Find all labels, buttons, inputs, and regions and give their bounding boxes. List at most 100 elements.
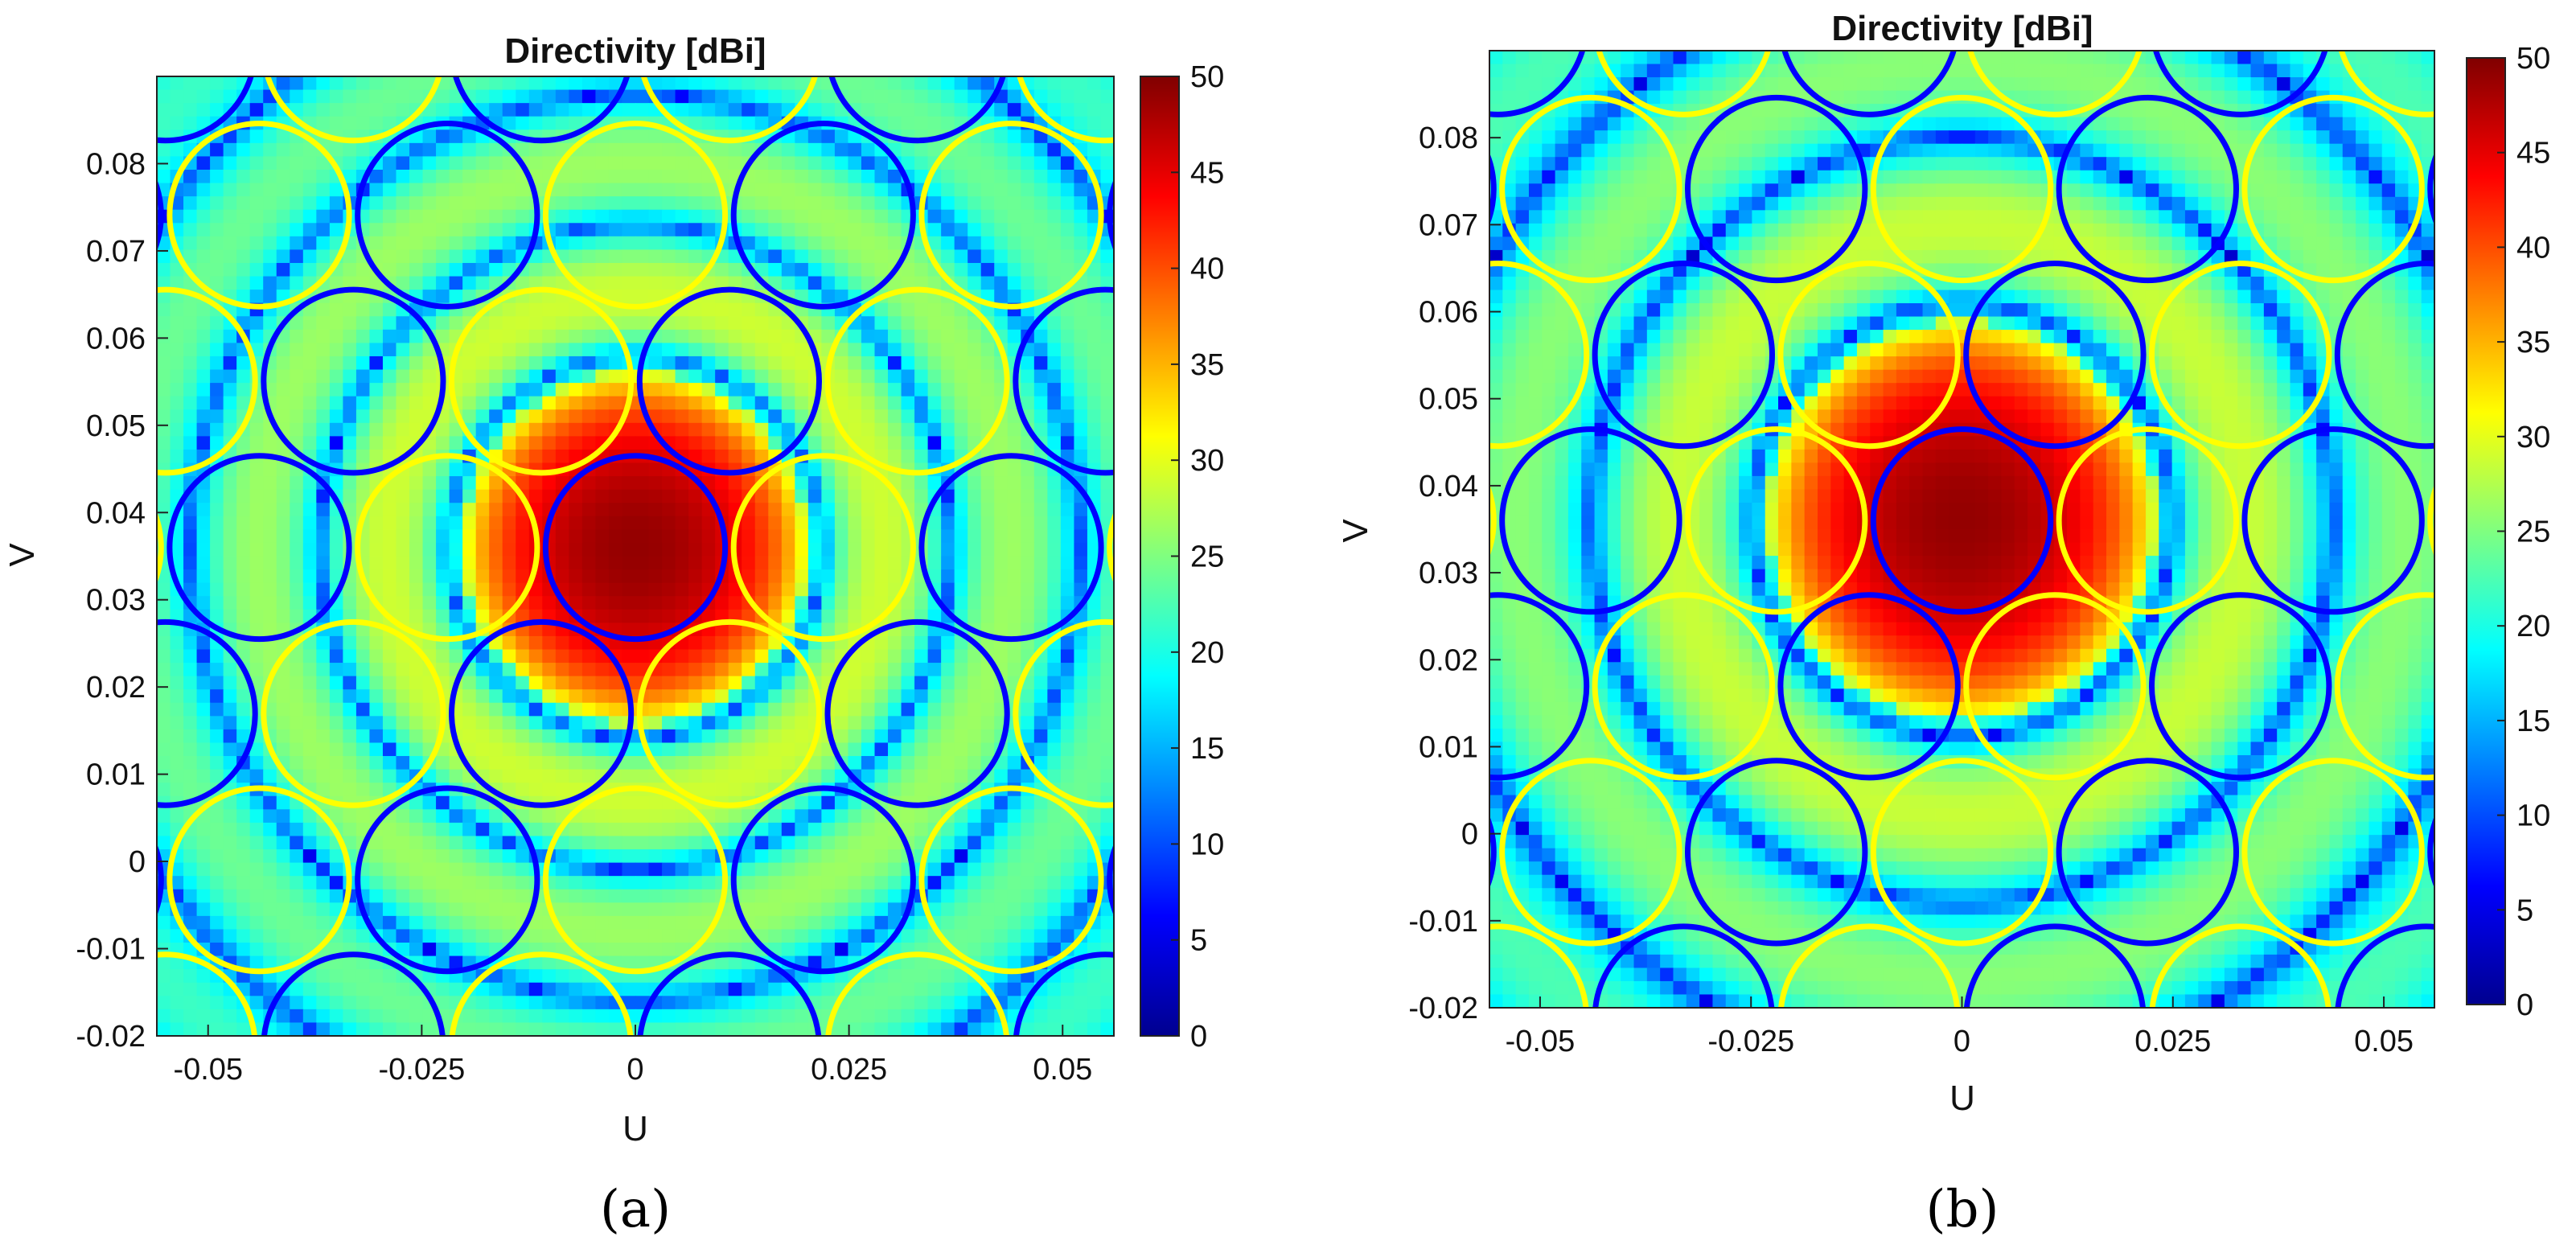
heatmap-cell — [396, 742, 410, 757]
heatmap-cell — [409, 223, 424, 237]
heatmap-cell — [1021, 462, 1035, 477]
heatmap-cell — [701, 449, 716, 464]
heatmap-cell — [807, 876, 822, 890]
heatmap-cell — [489, 223, 503, 237]
heatmap-cell — [1087, 876, 1102, 890]
heatmap-cell — [1007, 489, 1021, 503]
heatmap-cell — [914, 809, 929, 824]
heatmap-cell — [662, 355, 676, 371]
heatmap-cell — [648, 969, 663, 984]
heatmap-cell — [236, 196, 251, 211]
heatmap-cell — [754, 503, 769, 517]
heatmap-cell — [475, 329, 490, 343]
heatmap-cell — [569, 196, 583, 211]
heatmap-cell — [688, 183, 703, 197]
heatmap-cell — [489, 529, 503, 544]
heatmap-cell — [183, 436, 198, 450]
heatmap-cell — [1060, 422, 1075, 437]
heatmap-cell — [781, 262, 795, 277]
heatmap-cell — [157, 76, 171, 91]
heatmap-cell — [754, 355, 769, 371]
heatmap-cell — [196, 436, 211, 450]
heatmap-cell — [635, 489, 650, 503]
heatmap-cell — [888, 969, 902, 984]
heatmap-cell — [1007, 955, 1021, 970]
heatmap-cell — [675, 249, 689, 264]
heatmap-cell — [236, 529, 251, 544]
heatmap-cell — [1100, 649, 1114, 664]
heatmap-cell — [728, 649, 742, 664]
heatmap-cell — [329, 729, 343, 744]
heatmap-cell — [249, 169, 264, 184]
heatmap-cell — [489, 649, 503, 664]
heatmap-cell — [688, 902, 703, 917]
heatmap-cell — [807, 436, 822, 450]
heatmap-cell — [1007, 756, 1021, 770]
heatmap-cell — [409, 542, 424, 557]
heatmap-cell — [396, 236, 410, 250]
heatmap-cell — [263, 196, 277, 211]
heatmap-cell — [502, 769, 516, 783]
heatmap-cell — [196, 76, 211, 91]
heatmap-cell — [662, 209, 676, 224]
heatmap-cell — [1074, 889, 1088, 903]
heatmap-cell — [475, 476, 490, 491]
heatmap-cell — [595, 422, 610, 437]
heatmap-cell — [183, 742, 198, 757]
heatmap-cell — [542, 276, 557, 290]
heatmap-cell — [888, 742, 902, 757]
heatmap-cell — [302, 849, 317, 864]
heatmap-cell — [968, 169, 982, 184]
heatmap-cell — [196, 236, 211, 250]
heatmap-cell — [768, 142, 783, 158]
heatmap-cell — [290, 889, 304, 903]
heatmap-cell — [1033, 329, 1048, 343]
heatmap-cell — [595, 383, 610, 397]
heatmap-cell — [781, 663, 795, 677]
heatmap-cell — [462, 355, 477, 371]
heatmap-cell — [941, 436, 955, 450]
heatmap-cell — [555, 742, 569, 757]
heatmap-cell — [795, 556, 809, 570]
heatmap-cell — [170, 649, 184, 664]
heatmap-cell — [223, 369, 237, 384]
heatmap-cell — [489, 89, 503, 104]
heatmap-cell — [302, 262, 317, 277]
heatmap-cell — [183, 729, 198, 744]
heatmap-cell — [1087, 355, 1102, 371]
heatmap-cell — [688, 929, 703, 943]
heatmap-cell — [901, 769, 915, 783]
heatmap-cell — [595, 943, 610, 957]
heatmap-cell — [276, 849, 290, 864]
heatmap-cell — [715, 729, 729, 744]
heatmap-cell — [1087, 116, 1102, 130]
heatmap-cell — [754, 262, 769, 277]
heatmap-cell — [675, 609, 689, 623]
heatmap-cell — [316, 542, 331, 557]
heatmap-cell — [369, 556, 384, 570]
heatmap-cell — [183, 76, 198, 91]
heatmap-cell — [927, 769, 942, 783]
heatmap-cell — [874, 902, 889, 917]
heatmap-cell — [968, 915, 982, 931]
heatmap-cell — [462, 276, 477, 290]
heatmap-cell — [662, 663, 676, 677]
heatmap-cell — [249, 795, 264, 810]
heatmap-cell — [196, 409, 211, 424]
heatmap-cell — [954, 822, 968, 837]
heatmap-cell — [581, 169, 597, 184]
heatmap-cell — [502, 76, 516, 91]
heatmap-cell — [675, 76, 689, 91]
heatmap-cell — [436, 622, 450, 637]
heatmap-cell — [409, 276, 424, 290]
heatmap-cell — [355, 383, 371, 397]
heatmap-cell — [874, 409, 889, 424]
heatmap-cell — [1021, 103, 1035, 117]
heatmap-cell — [715, 476, 729, 491]
heatmap-cell — [157, 449, 171, 464]
heatmap-cell — [980, 369, 995, 384]
heatmap-cell — [449, 129, 463, 144]
heatmap-cell — [861, 169, 876, 184]
heatmap-cell — [302, 769, 317, 783]
heatmap-cell — [449, 436, 463, 450]
